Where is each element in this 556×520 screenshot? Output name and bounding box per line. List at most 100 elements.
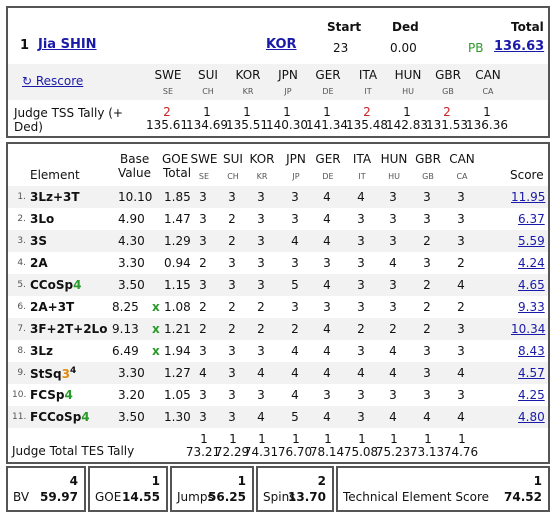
judge-mark: 3 <box>291 190 299 204</box>
second-half-bonus-mark: x <box>152 344 160 358</box>
tes-tally-label: Judge Total TES Tally <box>12 444 135 458</box>
spins-rank: 2 <box>317 474 326 488</box>
judge-mark: 3 <box>323 300 331 314</box>
tes-tally-rank: 1 <box>458 432 466 446</box>
skater-name-link[interactable]: Jia SHIN <box>38 37 97 52</box>
goe-header-2: Total <box>163 166 192 180</box>
judge-mark: 3 <box>357 410 365 424</box>
tss-tally-rank: 1 <box>203 105 211 119</box>
element-code: CCoSp <box>30 278 74 292</box>
total-score-link[interactable]: 136.63 <box>494 39 545 54</box>
bv-value: 59.97 <box>40 490 78 504</box>
element-score-link[interactable]: 6.37 <box>518 212 545 226</box>
base-value: 3.30 <box>118 366 145 380</box>
element-level: 4 <box>64 388 73 402</box>
goe-label: GOE <box>95 490 122 504</box>
element-score-link[interactable]: 4.24 <box>518 256 545 270</box>
element-score-link[interactable]: 11.95 <box>511 190 546 204</box>
judge-mark: 2 <box>199 256 207 270</box>
goe-value: 14.55 <box>122 490 160 504</box>
judge-country-jp: JP <box>284 87 292 96</box>
judge-mark: 3 <box>457 212 465 226</box>
element-index: 10. <box>12 390 27 400</box>
tes-rank: 1 <box>533 474 542 488</box>
judge-code-sui: SUI <box>223 152 243 166</box>
tes-tally-rank: 1 <box>424 432 432 446</box>
element-score-link[interactable]: 4.65 <box>518 278 545 292</box>
base-value: 3.50 <box>118 410 145 424</box>
tss-tally-cell: 1 141.34 <box>306 106 348 132</box>
judge-mark: 3 <box>423 256 431 270</box>
element-index: 3. <box>17 236 26 246</box>
judge-mark: 3 <box>291 256 299 270</box>
judge-code-swe: SWE <box>154 68 182 82</box>
spins-value: 13.70 <box>288 490 326 504</box>
element-name: 3S <box>30 234 47 248</box>
tes-tally-rank: 1 <box>258 432 266 446</box>
judge-country-kr: KR <box>242 87 254 96</box>
element-score-link[interactable]: 5.59 <box>518 234 545 248</box>
tes-label: Technical Element Score <box>343 490 490 504</box>
judge-mark: 2 <box>228 212 236 226</box>
judge-code-ger: GER <box>315 68 341 82</box>
element-code: 3Lz+3T <box>30 190 80 204</box>
judge-mark: 5 <box>291 278 299 292</box>
judge-mark: 3 <box>228 410 236 424</box>
base-value-header-2: Value <box>118 166 151 180</box>
element-score-link[interactable]: 4.57 <box>518 366 545 380</box>
element-row <box>8 340 548 362</box>
judge-mark: 3 <box>389 388 397 402</box>
element-score-link[interactable]: 8.43 <box>518 344 545 358</box>
goe-total: 1.08 <box>164 300 191 314</box>
judge-mark: 2 <box>457 256 465 270</box>
element-level-superscript: 4 <box>69 366 77 376</box>
judge-mark: 3 <box>199 344 207 358</box>
judge-mark: 3 <box>389 300 397 314</box>
judge-mark: 4 <box>323 344 331 358</box>
deduction-value: 0.00 <box>390 41 417 55</box>
jumps-value: 56.25 <box>208 490 246 504</box>
element-score-link[interactable]: 4.25 <box>518 388 545 402</box>
nation-link[interactable]: KOR <box>266 37 297 52</box>
judge-mark: 2 <box>423 278 431 292</box>
tss-tally-rank: 2 <box>363 105 371 119</box>
tes-tally-value: 73.21 <box>185 445 221 459</box>
element-score-link[interactable]: 10.34 <box>511 322 546 336</box>
element-index: 8. <box>17 346 26 356</box>
judge-mark: 4 <box>389 410 397 424</box>
element-code: 3S <box>30 234 47 248</box>
bv-summary-box: 4 BV 59.97 <box>6 466 86 512</box>
score-header: Score <box>510 168 544 182</box>
judge-mark: 3 <box>323 388 331 402</box>
tes-tally-value: 78.14 <box>309 445 345 459</box>
base-value: 4.30 <box>118 234 145 248</box>
element-row <box>8 362 548 384</box>
element-name: 3Lz <box>30 344 53 358</box>
tss-tally-cell: 2 135.48 <box>346 106 388 132</box>
judge-mark: 2 <box>199 322 207 336</box>
judge-mark: 3 <box>357 256 365 270</box>
element-score-link[interactable]: 9.33 <box>518 300 545 314</box>
goe-total: 1.30 <box>164 410 191 424</box>
element-name: 3Lz+3T <box>30 190 80 204</box>
judge-code-ita: ITA <box>358 68 378 82</box>
base-value: 10.10 <box>118 190 153 204</box>
base-value: 3.20 <box>118 388 145 402</box>
judge-country-hu: HU <box>402 87 414 96</box>
judge-mark: 2 <box>291 322 299 336</box>
element-index: 1. <box>17 192 26 202</box>
rescore-link[interactable]: ↻ Rescore <box>22 74 84 88</box>
judge-mark: 3 <box>457 234 465 248</box>
tss-tally-cell: 1 135.51 <box>226 106 268 132</box>
element-scores-panel: Base Value GOE Total Element SWE SE SUI CH KOR KR J… <box>6 142 550 464</box>
jumps-rank: 1 <box>237 474 246 488</box>
judge-mark: 3 <box>423 366 431 380</box>
goe-summary-box: 1 GOE 14.55 <box>88 466 168 512</box>
base-value: 4.90 <box>118 212 145 226</box>
element-row <box>8 384 548 406</box>
judge-country-se: SE <box>162 87 174 96</box>
judge-mark: 4 <box>291 344 299 358</box>
judge-mark: 3 <box>257 212 265 226</box>
goe-rank: 1 <box>151 474 160 488</box>
element-score-link[interactable]: 4.80 <box>518 410 545 424</box>
